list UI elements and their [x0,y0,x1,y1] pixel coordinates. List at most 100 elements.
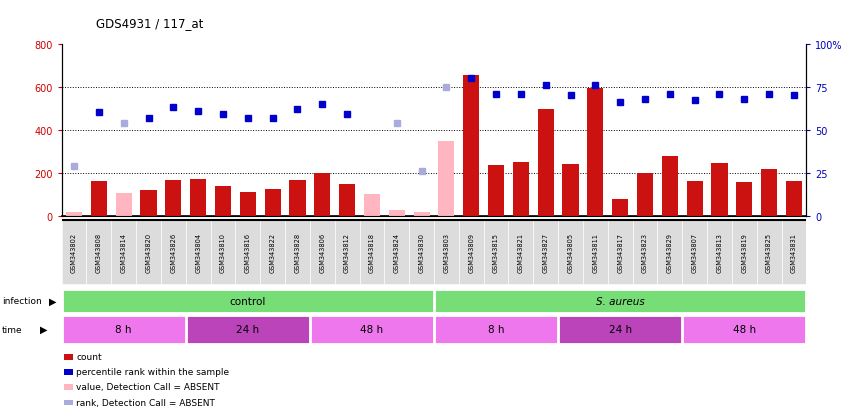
Text: 8 h: 8 h [116,324,132,335]
Text: GSM343824: GSM343824 [394,232,400,272]
Bar [559,316,681,343]
Bar [187,316,309,343]
Bar [438,142,455,216]
Text: GSM343822: GSM343822 [270,232,276,272]
Bar [265,189,281,216]
Text: GSM343805: GSM343805 [568,232,574,272]
Bar [637,173,653,216]
Bar [761,170,777,216]
Bar [235,221,260,284]
Bar [335,221,360,284]
Bar [285,221,310,284]
Text: ▶: ▶ [49,296,56,306]
Text: 24 h: 24 h [609,324,632,335]
Bar [562,165,579,216]
Bar [314,173,330,216]
Bar [62,316,185,343]
Bar [86,221,111,284]
Bar [63,369,73,375]
Text: GSM343814: GSM343814 [121,232,127,272]
Text: GSM343811: GSM343811 [592,232,598,272]
Bar [360,221,384,284]
Text: GSM343813: GSM343813 [716,232,722,272]
Text: GSM343817: GSM343817 [617,232,623,272]
Text: GSM343828: GSM343828 [294,232,300,272]
Bar [435,316,557,343]
Bar [711,164,728,216]
Text: GSM343821: GSM343821 [518,232,524,272]
Text: GDS4931 / 117_at: GDS4931 / 117_at [96,17,203,30]
Bar [558,221,583,284]
Text: GSM343826: GSM343826 [170,232,176,272]
Text: GSM343829: GSM343829 [667,232,673,272]
Text: time: time [2,325,22,334]
Bar [434,221,459,284]
Bar [289,180,306,216]
Text: GSM343815: GSM343815 [493,232,499,272]
Text: control: control [229,296,266,306]
Bar [782,221,806,284]
Bar [736,183,752,216]
Text: GSM343804: GSM343804 [195,232,201,272]
Bar [687,182,703,216]
Bar [190,180,206,216]
Bar [583,221,608,284]
Bar [311,316,433,343]
Bar [186,221,211,284]
Bar [409,221,434,284]
Text: GSM343810: GSM343810 [220,232,226,272]
Text: GSM343808: GSM343808 [96,232,102,272]
Text: GSM343812: GSM343812 [344,232,350,272]
Bar [63,354,73,360]
Bar [657,221,682,284]
Text: GSM343831: GSM343831 [791,232,797,272]
Bar [260,221,285,284]
Text: GSM343809: GSM343809 [468,232,474,272]
Text: GSM343827: GSM343827 [543,232,549,272]
Bar [364,195,380,216]
Bar [757,221,782,284]
Bar [240,192,256,216]
Text: ▶: ▶ [40,324,48,335]
Bar [463,76,479,216]
Bar [116,194,132,216]
Text: GSM343830: GSM343830 [419,232,425,272]
Text: S. aureus: S. aureus [596,296,645,306]
Bar [459,221,484,284]
Text: GSM343820: GSM343820 [146,232,152,272]
Text: GSM343802: GSM343802 [71,232,77,272]
Text: GSM343825: GSM343825 [766,232,772,272]
Text: GSM343803: GSM343803 [443,232,449,272]
Text: GSM343819: GSM343819 [741,232,747,272]
Bar [608,221,633,284]
Text: GSM343818: GSM343818 [369,232,375,272]
Bar [91,181,107,216]
Text: GSM343807: GSM343807 [692,232,698,272]
Bar [63,384,73,390]
Bar [62,290,433,312]
Bar [662,157,678,216]
Bar [682,221,707,284]
Text: GSM343823: GSM343823 [642,232,648,272]
Text: 48 h: 48 h [733,324,756,335]
Bar [488,166,504,216]
Bar [633,221,657,284]
Text: GSM343816: GSM343816 [245,232,251,272]
Text: infection: infection [2,297,41,306]
Bar [683,316,805,343]
Bar [63,400,73,406]
Bar [389,211,405,216]
Bar [140,190,157,216]
Bar [165,180,181,216]
Text: 8 h: 8 h [488,324,504,335]
Bar [62,221,86,284]
Text: count: count [76,352,102,361]
Text: rank, Detection Call = ABSENT: rank, Detection Call = ABSENT [76,398,215,407]
Bar [533,221,558,284]
Text: percentile rank within the sample: percentile rank within the sample [76,367,229,376]
Bar [66,213,82,216]
Bar [161,221,186,284]
Text: 48 h: 48 h [360,324,383,335]
Bar [136,221,161,284]
Bar [484,221,508,284]
